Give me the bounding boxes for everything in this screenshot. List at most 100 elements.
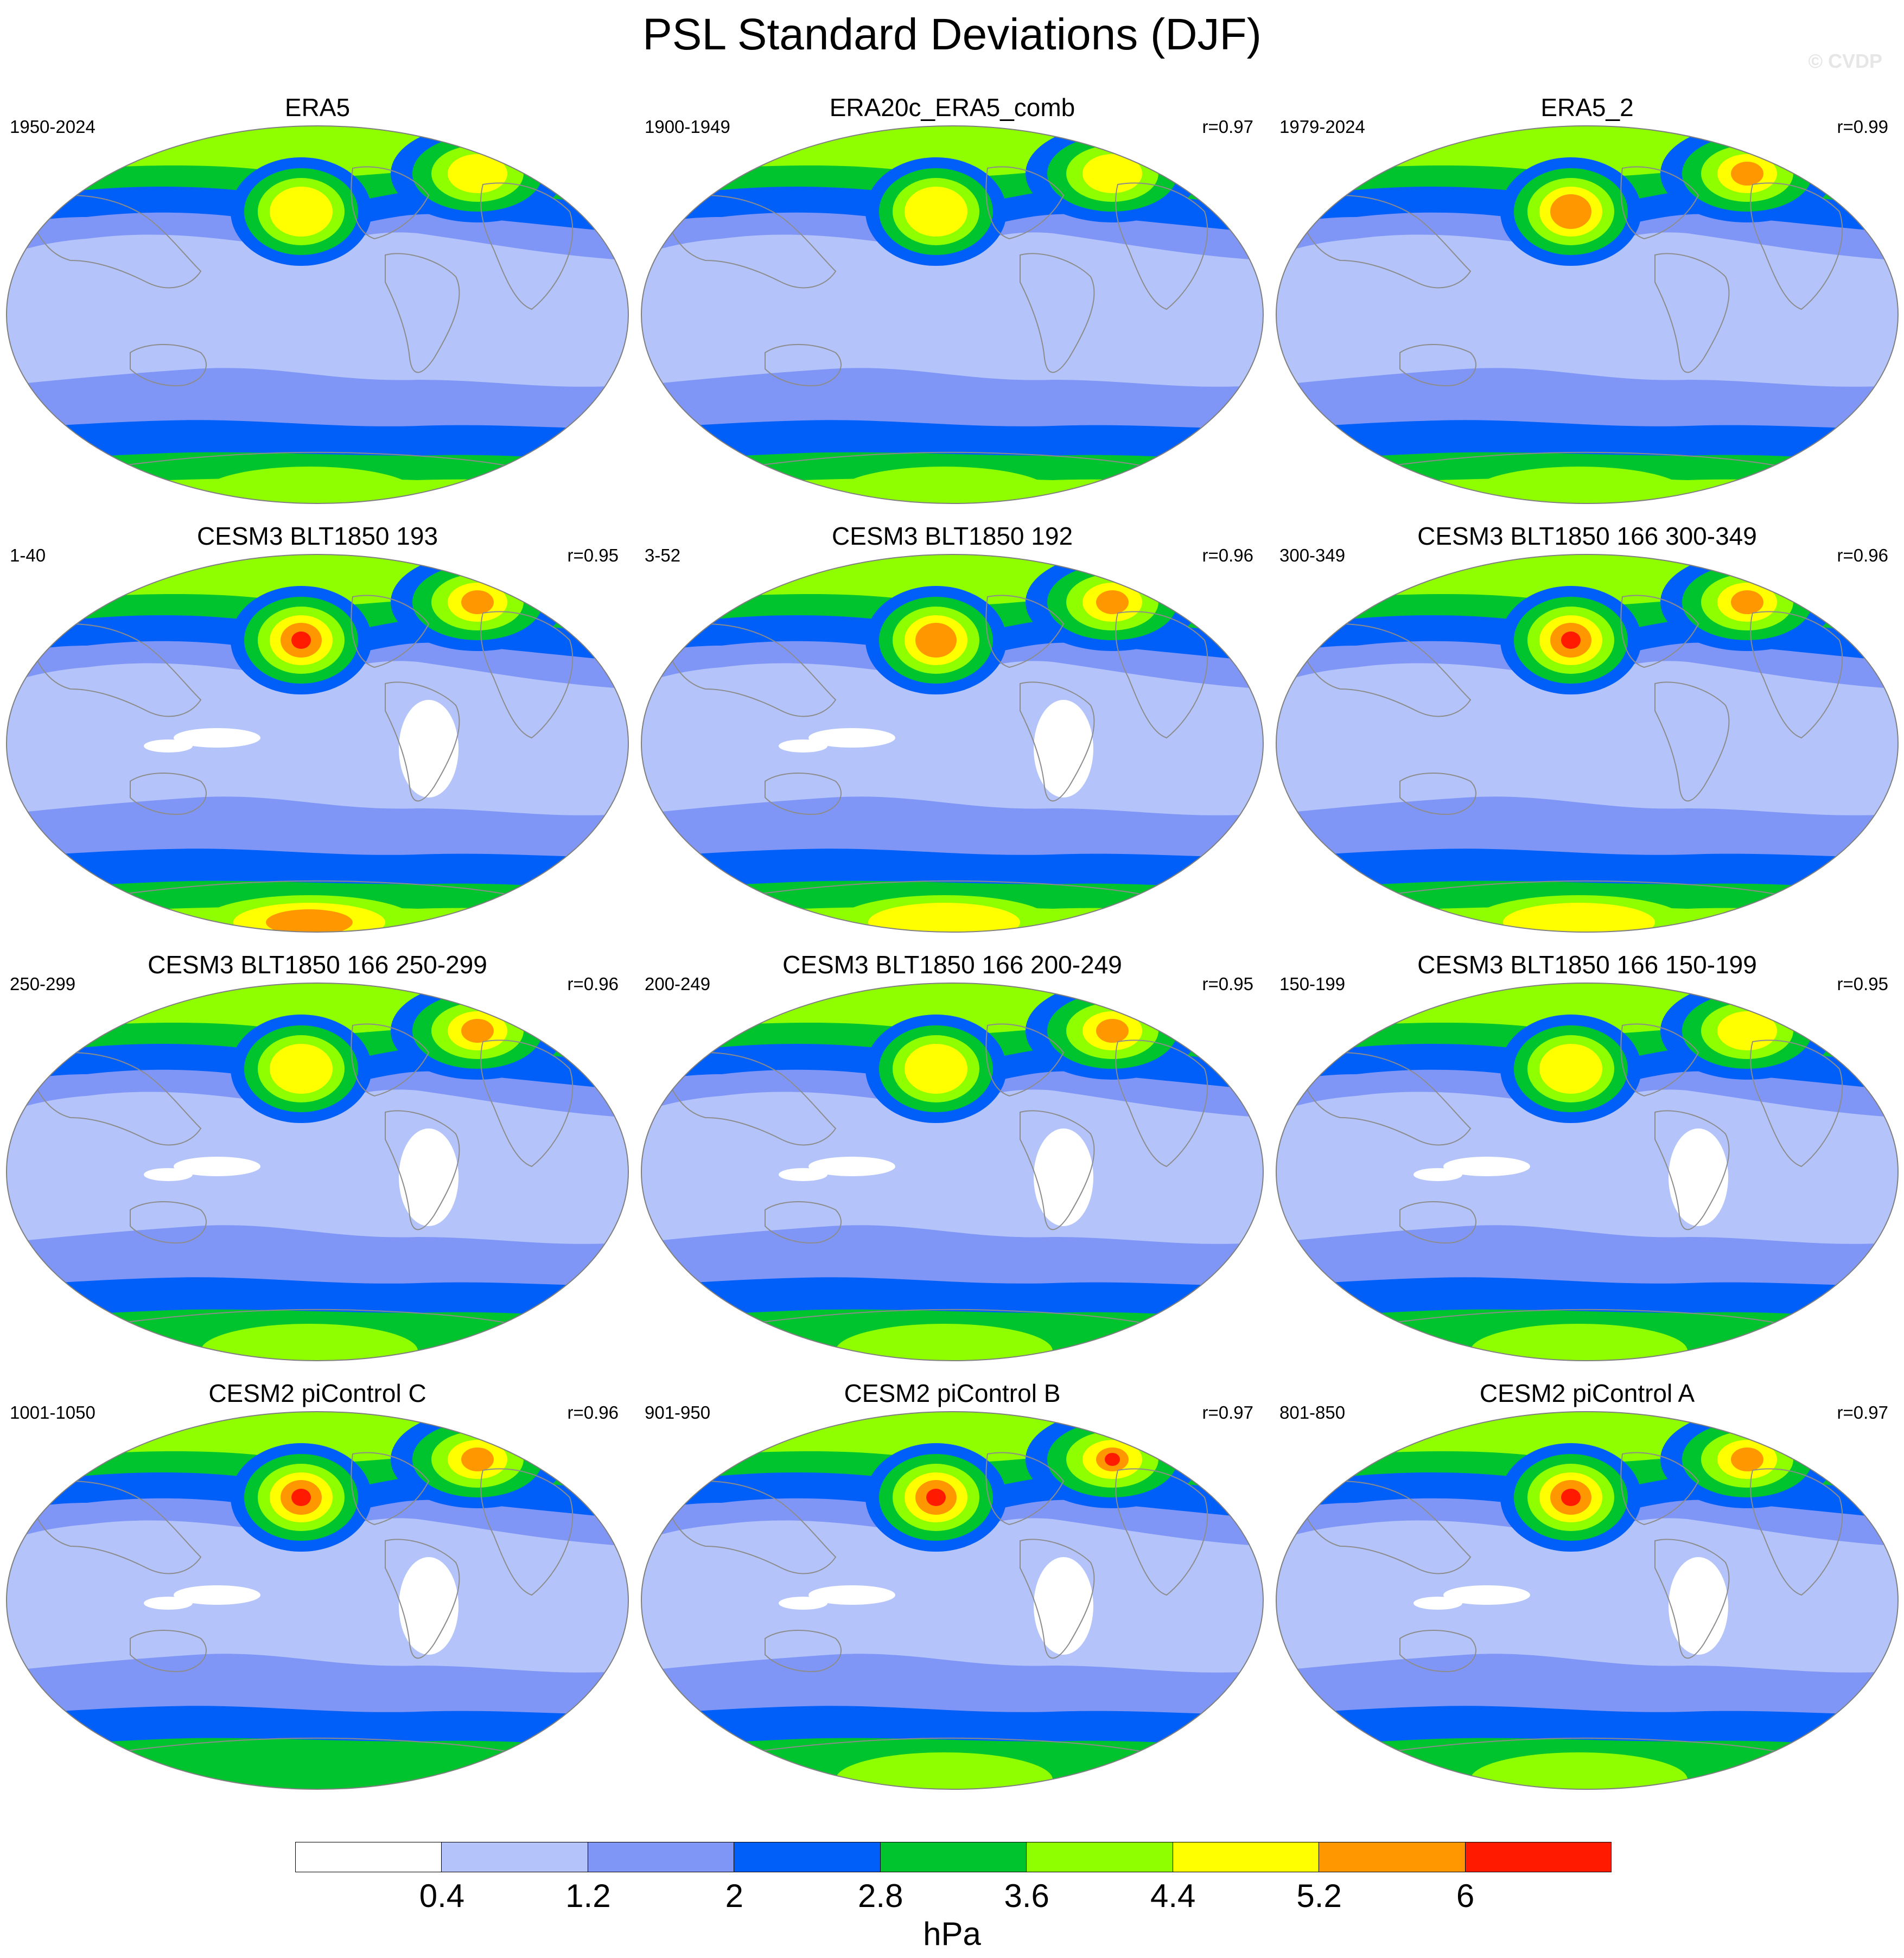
north-atlantic-max — [1105, 1453, 1120, 1466]
map-border — [641, 125, 1264, 504]
coastline — [748, 1737, 1173, 1758]
antarctic-max — [201, 1324, 418, 1361]
coastline — [1620, 1452, 1699, 1526]
map-plot — [641, 1411, 1264, 1790]
coastline — [385, 253, 460, 373]
tropical-min — [1443, 1157, 1530, 1176]
north-atlantic-max — [1731, 590, 1763, 614]
map-panel: ERA20c_ERA5_comb 1900-1949 r=0.97 — [635, 92, 1270, 515]
map-panel: CESM3 BLT1850 192 3-52 r=0.96 — [635, 521, 1270, 944]
coastline — [480, 1468, 574, 1596]
colorbar-box — [1464, 1842, 1612, 1872]
coastline — [1383, 1309, 1807, 1330]
coastline — [748, 880, 1173, 901]
tropical-min — [399, 1128, 459, 1226]
colorbar-box — [1172, 1842, 1320, 1872]
panel-title: CESM3 BLT1850 166 150-199 — [1417, 951, 1757, 979]
map-plot — [1276, 125, 1899, 504]
coastline — [113, 1309, 538, 1330]
north-pacific-max — [1550, 194, 1591, 229]
map-border — [6, 125, 629, 504]
coastline — [351, 1023, 430, 1097]
coastline — [26, 1481, 202, 1574]
map-plot — [6, 125, 629, 504]
map-border — [6, 554, 629, 933]
coastline — [1115, 182, 1208, 310]
arctic-max — [71, 554, 168, 576]
map-panel: CESM2 piControl B 901-950 r=0.97 — [635, 1378, 1270, 1801]
coastline — [351, 1452, 430, 1526]
map-border — [641, 554, 1264, 933]
coastline — [765, 344, 842, 386]
panel-years: 150-199 — [1279, 974, 1346, 994]
north-atlantic-max — [1082, 154, 1142, 193]
north-pacific-max — [291, 1489, 311, 1506]
colorbar-tick-label: 2 — [725, 1878, 744, 1914]
panel-title: CESM2 piControl C — [208, 1379, 426, 1407]
coastline — [985, 1452, 1065, 1526]
tropical-min — [808, 1157, 895, 1176]
arctic-max — [1362, 1412, 1416, 1429]
antarctic-max — [1503, 903, 1655, 932]
coastline — [480, 182, 574, 310]
map-plot — [641, 983, 1264, 1361]
colorbar-tick-label: 6 — [1456, 1878, 1475, 1914]
coastline — [385, 681, 460, 802]
panel-years: 3-52 — [645, 545, 681, 565]
coastline — [1750, 1468, 1843, 1596]
antarctic-max — [266, 909, 353, 932]
coastline — [351, 166, 430, 240]
panel-correlation: r=0.96 — [1837, 545, 1889, 565]
colorbar-box — [1026, 1842, 1173, 1872]
north-pacific-max — [1561, 1489, 1581, 1506]
map-panel: CESM2 piControl C 1001-1050 r=0.96 — [0, 1378, 635, 1801]
tropical-min — [779, 739, 827, 752]
coastline — [748, 1309, 1173, 1330]
north-pacific-max — [915, 623, 957, 658]
arctic-max — [92, 554, 147, 572]
panel-title: CESM3 BLT1850 166 250-299 — [148, 951, 487, 979]
tropical-min — [174, 1157, 260, 1176]
colorbar-tick-label: 1.2 — [565, 1878, 611, 1914]
coastline — [1620, 1023, 1699, 1097]
panel-correlation: r=0.99 — [1837, 117, 1889, 137]
tropical-min — [808, 1585, 895, 1605]
coastline — [1750, 1039, 1843, 1168]
map-border — [641, 1411, 1264, 1790]
north-pacific-max — [291, 632, 311, 649]
coastline — [1620, 595, 1699, 668]
colorbar-units: hPa — [923, 1916, 981, 1952]
coastline — [130, 773, 207, 815]
coastline — [1296, 1481, 1472, 1574]
coastline — [661, 1052, 837, 1146]
panel-title: CESM2 piControl B — [844, 1379, 1061, 1407]
north-pacific-max — [1561, 632, 1581, 649]
tropical-min — [1034, 1128, 1093, 1226]
coastline — [1620, 166, 1699, 240]
arctic-max — [705, 1412, 803, 1433]
arctic-max — [727, 1412, 781, 1429]
coastline — [1020, 1110, 1095, 1230]
north-atlantic-max — [448, 154, 507, 193]
map-border — [1276, 554, 1899, 933]
tropical-min — [1413, 1597, 1462, 1610]
coastline — [661, 623, 837, 717]
antarctic-max — [868, 903, 1020, 932]
map-panel: ERA5 1950-2024 — [0, 92, 635, 515]
coastline — [130, 1201, 207, 1243]
coastline — [1399, 773, 1476, 815]
colorbar-box — [587, 1842, 735, 1872]
north-pacific-max — [270, 187, 333, 237]
coastline — [480, 1039, 574, 1168]
coastline — [351, 595, 430, 668]
tropical-min — [1034, 1557, 1093, 1655]
map-plot — [6, 1411, 629, 1790]
map-plot — [1276, 1411, 1899, 1790]
panel-correlation: r=0.95 — [1837, 974, 1889, 994]
coastline — [661, 1481, 837, 1574]
panel-years: 1979-2024 — [1279, 117, 1365, 137]
antarctic-max — [836, 467, 1053, 503]
antarctic-max — [1470, 1752, 1688, 1789]
tropical-min — [399, 1557, 459, 1655]
coastline — [1383, 451, 1807, 473]
